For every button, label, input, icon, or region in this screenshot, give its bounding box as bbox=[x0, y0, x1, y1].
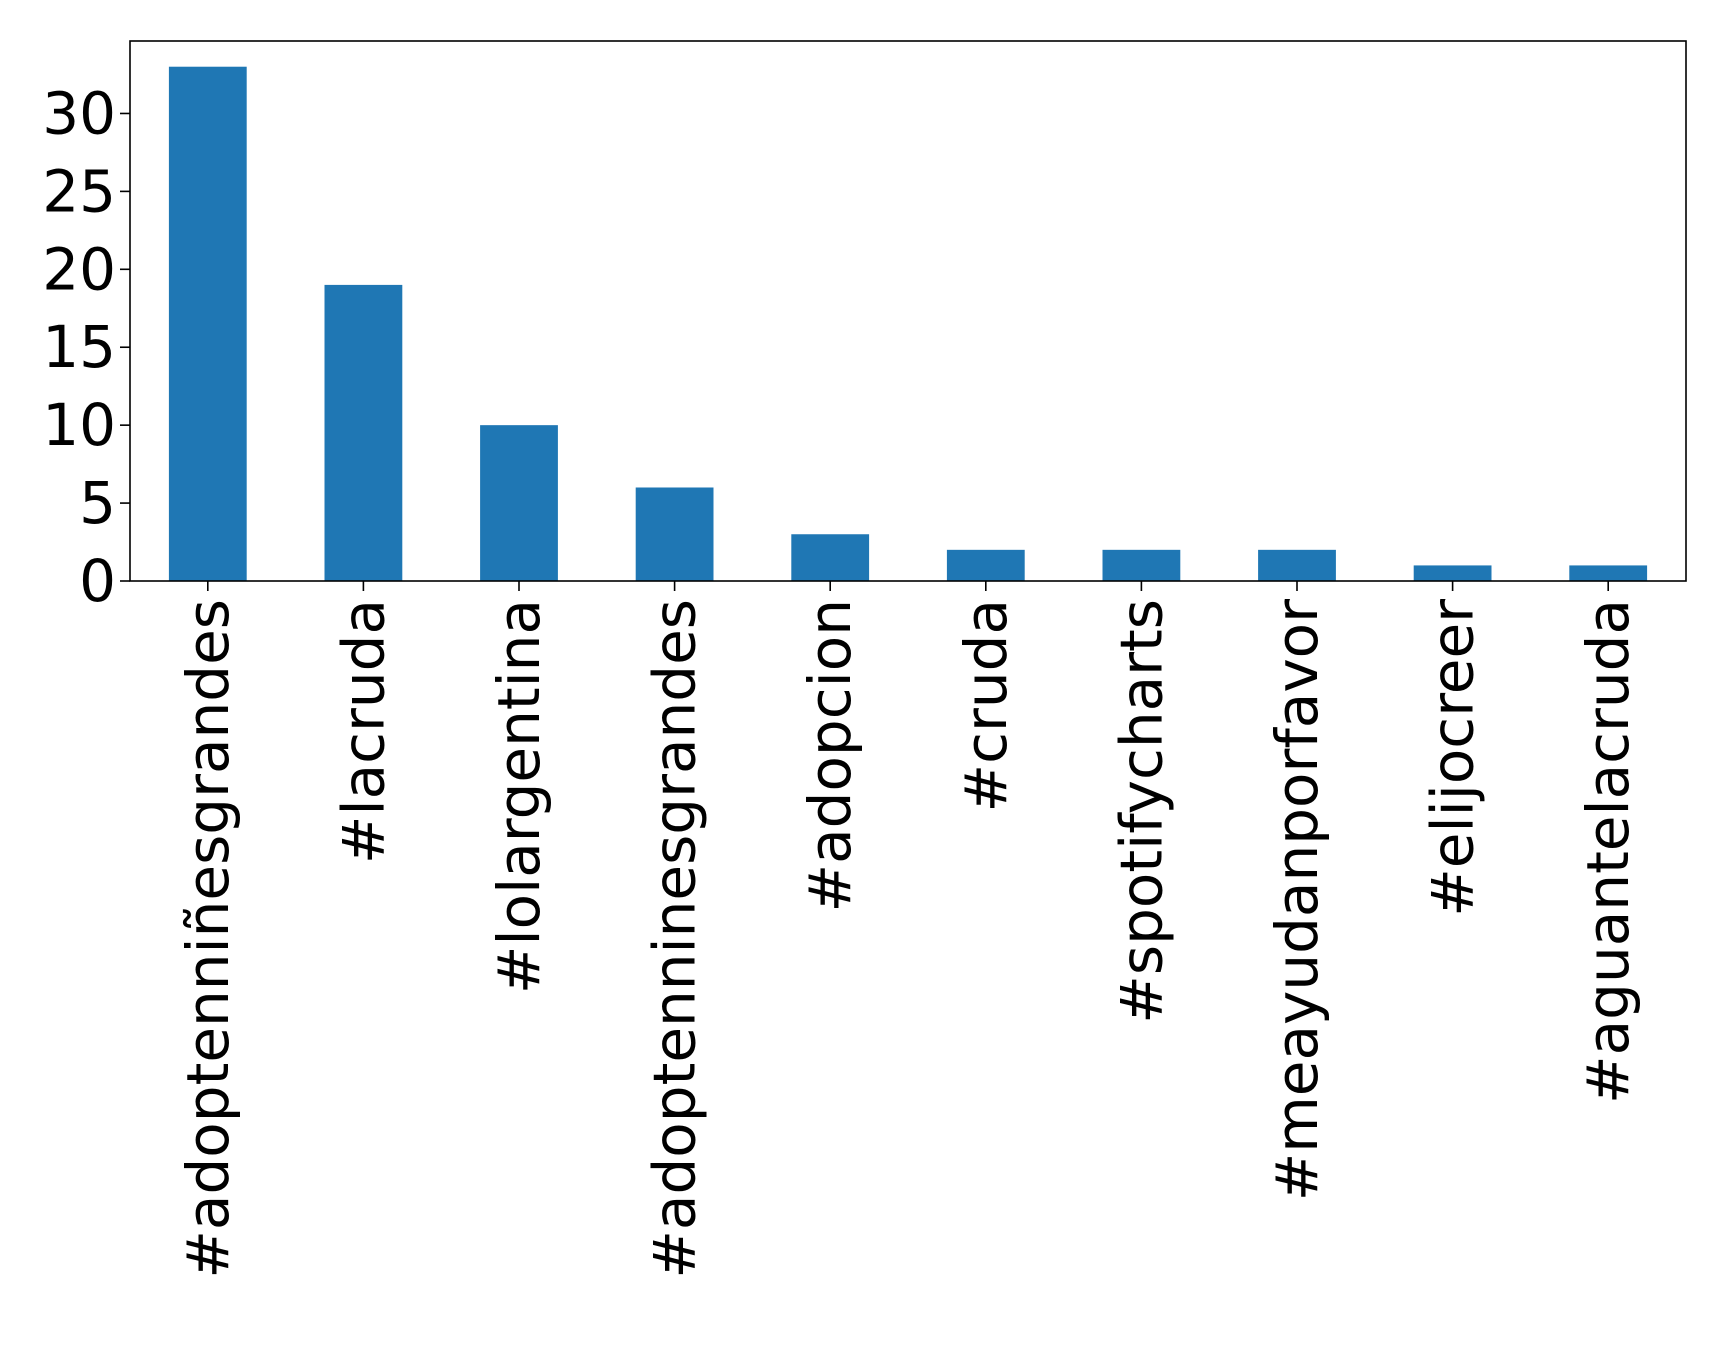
x-tick-label: #aguantelacruda bbox=[1574, 599, 1642, 1104]
y-tick-label: 15 bbox=[42, 313, 116, 381]
bars-layer bbox=[168, 66, 1648, 581]
x-tick-label: #spotifycharts bbox=[1107, 599, 1175, 1024]
x-tick-label: #cruda bbox=[952, 599, 1020, 812]
bar-2 bbox=[324, 284, 403, 581]
bar-1 bbox=[168, 66, 247, 581]
x-tick-label: #adopcion bbox=[796, 599, 864, 913]
y-tick-label: 20 bbox=[42, 235, 116, 303]
bar-6 bbox=[946, 549, 1025, 581]
y-tick-label: 10 bbox=[42, 391, 116, 459]
x-tick-label: #adoptenniñesgrandes bbox=[174, 599, 242, 1279]
bar-9 bbox=[1413, 565, 1492, 581]
x-tick-label: #lacruda bbox=[329, 599, 397, 864]
x-tick-label: #elijocreer bbox=[1419, 599, 1487, 917]
y-tick-label: 0 bbox=[79, 547, 116, 615]
y-tick-label: 5 bbox=[79, 469, 116, 537]
bar-3 bbox=[480, 425, 558, 581]
y-axis: 0 5 10 15 20 25 30 bbox=[42, 79, 130, 615]
x-tick-label: #meayudanporfavor bbox=[1263, 599, 1331, 1201]
bar-10 bbox=[1569, 565, 1648, 581]
bar-4 bbox=[635, 487, 714, 581]
y-tick-label: 25 bbox=[42, 157, 116, 225]
y-tick-label: 30 bbox=[42, 79, 116, 147]
bar-7 bbox=[1102, 549, 1181, 581]
plot-frame bbox=[129, 40, 1687, 582]
x-tick-label: #adoptenninesgrandes bbox=[641, 599, 709, 1279]
bar-8 bbox=[1258, 549, 1336, 581]
x-axis: #adoptenniñesgrandes #lacruda #lolargentin… bbox=[174, 581, 1642, 1279]
bar-5 bbox=[791, 534, 870, 581]
x-tick-label: #lolargentina bbox=[485, 599, 553, 994]
